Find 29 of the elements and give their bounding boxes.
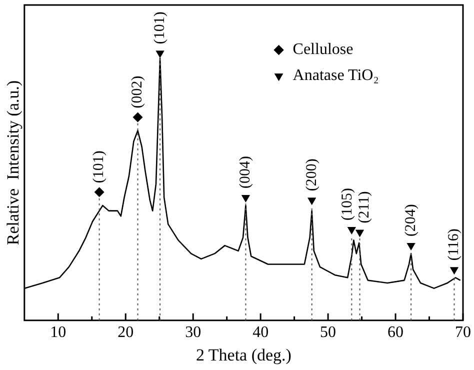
point — [347, 227, 356, 235]
x-tick-label: 60 — [388, 324, 404, 342]
annotation: (116) — [446, 228, 462, 261]
x-tick-label: 70 — [455, 324, 471, 342]
annotation: (002) — [130, 76, 146, 108]
point — [308, 198, 316, 206]
point — [94, 187, 104, 198]
annotation: (004) — [238, 156, 254, 188]
annotation: (101) — [91, 150, 108, 184]
annotation: (200) — [304, 158, 320, 192]
annotation: (211) — [356, 191, 373, 224]
point — [450, 267, 459, 275]
x-tick-label: 10 — [50, 324, 66, 342]
point — [406, 243, 416, 251]
legend-label: Anatase TiO₂ — [292, 67, 379, 84]
y-axis-title: Relative Intensity (a.u.) — [4, 80, 23, 246]
x-tick-label: 30 — [185, 324, 202, 342]
point — [241, 194, 250, 202]
x-tick-label: 40 — [252, 324, 269, 342]
x-axis-title: 2 Theta (deg.) — [196, 345, 292, 364]
annotation: (105) — [340, 188, 356, 221]
annotation: (204) — [402, 204, 419, 237]
annotation: (101) — [152, 12, 168, 44]
x-tick-label: 50 — [320, 324, 336, 342]
point — [132, 112, 143, 122]
point — [355, 230, 364, 238]
point — [156, 50, 164, 58]
legend-label: Cellulose — [292, 41, 354, 58]
x-tick-label: 20 — [118, 324, 134, 342]
